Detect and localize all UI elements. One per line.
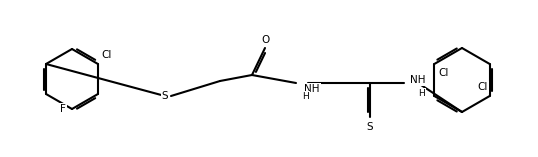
Text: Cl: Cl bbox=[101, 50, 111, 60]
Text: NH: NH bbox=[410, 75, 426, 85]
Text: Cl: Cl bbox=[477, 82, 488, 92]
Text: O: O bbox=[261, 35, 269, 45]
Text: S: S bbox=[162, 91, 168, 101]
Text: F: F bbox=[60, 104, 66, 114]
Text: S: S bbox=[367, 122, 373, 132]
Text: H: H bbox=[302, 92, 309, 101]
Text: Cl: Cl bbox=[438, 68, 449, 78]
Text: H: H bbox=[418, 89, 424, 98]
Text: NH: NH bbox=[304, 84, 320, 94]
